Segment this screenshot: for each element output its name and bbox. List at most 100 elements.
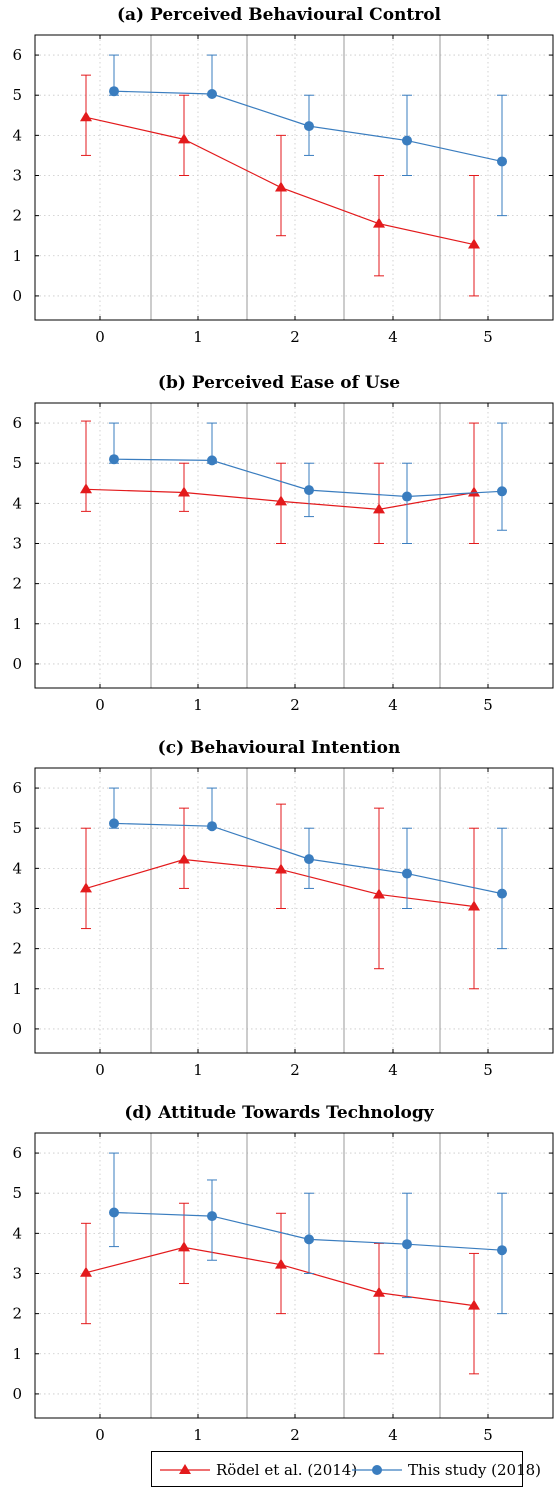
y-tick-label: 3	[12, 1264, 22, 1282]
chart-panel-1: (b) Perceived Ease of Use 0 1 2 3 4 5 6 0 1 2 4 5	[0, 368, 558, 733]
y-tick-label: 0	[12, 287, 22, 305]
plot-frame	[34, 767, 554, 1054]
x-tick-label: 5	[483, 696, 493, 714]
data-point-triangle	[80, 483, 92, 494]
series-line	[85, 1246, 475, 1307]
data-point-circle	[109, 454, 119, 465]
x-tick-label: 2	[290, 328, 300, 346]
legend-label-rodel: Rödel et al. (2014)	[216, 1461, 357, 1479]
y-tick-label: 3	[12, 166, 22, 184]
x-tick-label: 2	[290, 696, 300, 714]
x-tick-label: 0	[95, 1061, 105, 1079]
data-point-triangle	[468, 486, 480, 497]
chart-svg: 0 1 2 3 4 5 6 0 1 2 4 5	[12, 767, 554, 1079]
x-tick-label: 0	[95, 1426, 105, 1444]
y-tick-label: 0	[12, 1385, 22, 1403]
chart-legend: Rödel et al. (2014) This study (2018)	[151, 1451, 541, 1487]
x-tick-label: 1	[193, 328, 203, 346]
data-point-triangle	[178, 133, 190, 144]
series-rodel	[80, 803, 480, 990]
data-point-triangle	[80, 1266, 92, 1277]
data-point-circle	[402, 491, 412, 502]
data-point-triangle	[275, 495, 287, 506]
data-point-triangle	[468, 900, 480, 911]
x-tick-label: 5	[483, 1061, 493, 1079]
data-point-circle	[207, 455, 217, 466]
chart-panel-0: (a) Perceived Behavioural Control 0 1 2 3 4 5 6…	[0, 0, 558, 365]
data-point-triangle	[178, 853, 190, 864]
y-tick-label: 1	[12, 615, 22, 633]
data-point-triangle	[80, 111, 92, 122]
data-point-circle	[402, 868, 412, 879]
y-tick-label: 5	[12, 819, 22, 837]
y-tick-label: 3	[12, 899, 22, 917]
chart-panel-2: (c) Behavioural Intention 0 1 2 3 4 5 6 0 1 2 4 5	[0, 733, 558, 1098]
data-point-circle	[304, 854, 314, 865]
x-tick-label: 4	[388, 696, 398, 714]
data-point-triangle	[373, 888, 385, 899]
x-tick-label: 0	[95, 696, 105, 714]
data-point-circle	[109, 86, 119, 97]
data-point-circle	[304, 485, 314, 496]
series-this-study	[109, 54, 507, 217]
data-point-circle	[207, 89, 217, 100]
series-rodel	[80, 1202, 480, 1375]
series-this-study	[109, 1152, 507, 1315]
data-point-circle	[402, 135, 412, 146]
data-point-triangle	[178, 1241, 190, 1252]
plot-frame	[34, 1132, 554, 1419]
data-point-triangle	[178, 486, 190, 497]
x-tick-label: 1	[193, 1061, 203, 1079]
y-tick-label: 4	[12, 859, 22, 877]
legend-circle-marker	[372, 1465, 382, 1475]
y-tick-label: 2	[12, 207, 22, 225]
series-this-study	[109, 422, 507, 544]
series-line	[85, 116, 475, 246]
x-tick-label: 2	[290, 1426, 300, 1444]
y-tick-label: 4	[12, 494, 22, 512]
legend-triangle-marker	[179, 1464, 191, 1474]
y-tick-label: 1	[12, 980, 22, 998]
series-rodel	[80, 74, 480, 297]
data-point-triangle	[80, 882, 92, 893]
chart-title: (d) Attitude Towards Technology	[124, 1103, 434, 1123]
chart-svg: 0 1 2 3 4 5 6 0 1 2 4 5	[12, 402, 554, 714]
data-point-circle	[304, 1234, 314, 1245]
y-tick-label: 5	[12, 86, 22, 104]
y-tick-label: 0	[12, 1020, 22, 1038]
series-this-study	[109, 787, 507, 950]
x-tick-label: 0	[95, 328, 105, 346]
chart-title: (a) Perceived Behavioural Control	[116, 5, 442, 25]
y-tick-label: 2	[12, 940, 22, 958]
data-point-triangle	[275, 181, 287, 192]
y-tick-label: 5	[12, 454, 22, 472]
legend-label-this-study: This study (2018)	[408, 1461, 541, 1479]
plot-frame	[34, 402, 554, 689]
chart-svg: 0 1 2 3 4 5 6 0 1 2 4 5	[12, 1132, 554, 1444]
x-tick-label: 4	[388, 1061, 398, 1079]
data-point-circle	[207, 1211, 217, 1222]
x-tick-label: 5	[483, 328, 493, 346]
data-point-triangle	[275, 1258, 287, 1269]
y-tick-label: 3	[12, 534, 22, 552]
data-point-triangle	[468, 1299, 480, 1310]
data-point-triangle	[373, 217, 385, 228]
legend-svg: Rödel et al. (2014) This study (2018)	[160, 1461, 541, 1479]
x-tick-label: 5	[483, 1426, 493, 1444]
y-tick-label: 6	[12, 779, 22, 797]
data-point-triangle	[275, 863, 287, 874]
y-tick-label: 2	[12, 575, 22, 593]
x-tick-label: 1	[193, 1426, 203, 1444]
data-point-circle	[497, 888, 507, 899]
y-tick-label: 4	[12, 126, 22, 144]
y-tick-label: 0	[12, 655, 22, 673]
x-tick-label: 2	[290, 1061, 300, 1079]
plot-frame	[34, 34, 554, 321]
y-tick-label: 2	[12, 1305, 22, 1323]
series-rodel	[80, 420, 480, 544]
series-line	[113, 1211, 503, 1251]
y-tick-label: 1	[12, 1345, 22, 1363]
x-tick-label: 1	[193, 696, 203, 714]
data-point-triangle	[373, 503, 385, 514]
chart-svg: 0 1 2 3 4 5 6 0 1 2 4 5	[12, 34, 554, 346]
